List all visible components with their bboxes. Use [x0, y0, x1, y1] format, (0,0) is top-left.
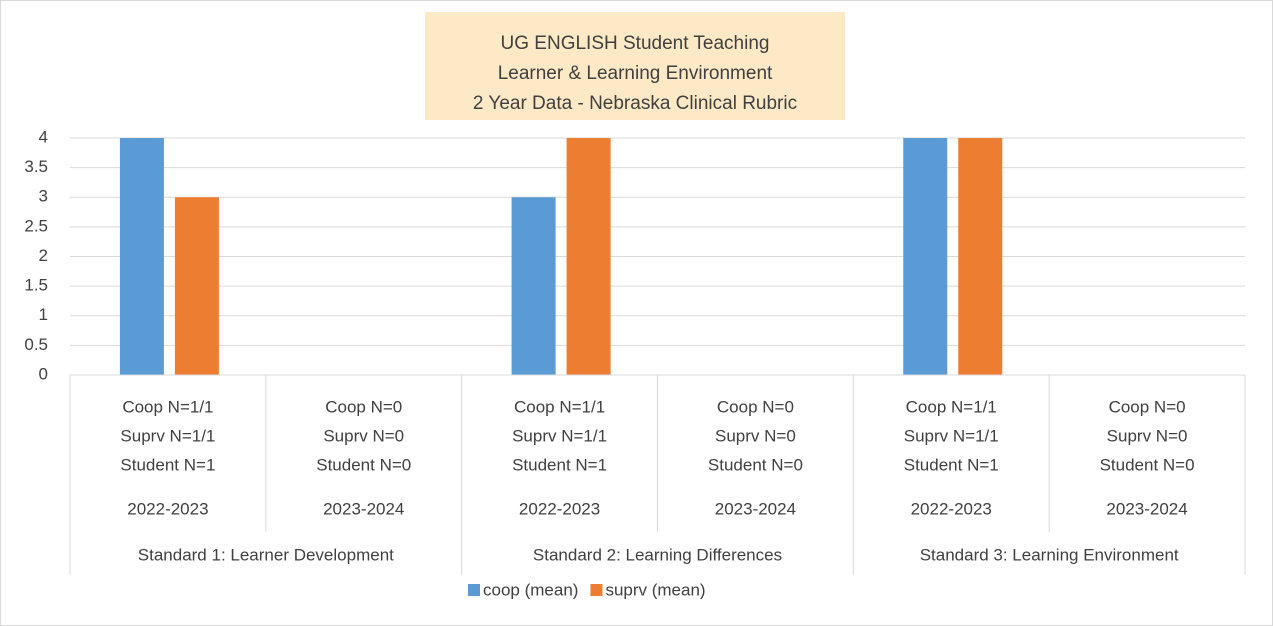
y-tick-label: 2	[39, 246, 48, 265]
bar	[511, 197, 556, 375]
x-tick-label: Suprv N=1/1	[904, 426, 999, 445]
x-year-label: 2022-2023	[519, 499, 600, 518]
x-tick-label: Coop N=1/1	[906, 397, 997, 416]
x-tick-label: Suprv N=0	[1107, 426, 1188, 445]
x-tick-label: Student N=0	[316, 455, 411, 474]
x-tick-label: Coop N=0	[1109, 397, 1186, 416]
chart-title: Learner & Learning Environment	[498, 63, 773, 84]
y-tick-label: 3.5	[24, 157, 48, 176]
x-year-label: 2023-2024	[1106, 499, 1187, 518]
x-tick-label: Suprv N=0	[715, 426, 796, 445]
x-tick-label: Student N=1	[120, 455, 215, 474]
bar	[903, 138, 948, 375]
legend-swatch	[468, 584, 480, 596]
bar	[566, 138, 611, 375]
x-tick-label: Suprv N=1/1	[512, 426, 607, 445]
x-tick-label: Suprv N=1/1	[120, 426, 215, 445]
x-group-label: Standard 1: Learner Development	[138, 545, 394, 564]
y-tick-label: 3	[39, 187, 48, 206]
y-tick-label: 1.5	[24, 276, 48, 295]
x-group-label: Standard 3: Learning Environment	[920, 545, 1179, 564]
y-tick-label: 2.5	[24, 216, 48, 235]
x-tick-label: Student N=1	[512, 455, 607, 474]
y-tick-label: 0	[39, 364, 48, 383]
x-group-label: Standard 2: Learning Differences	[533, 545, 782, 564]
x-tick-label: Coop N=1/1	[514, 397, 605, 416]
legend-label: suprv (mean)	[605, 580, 705, 599]
x-tick-label: Coop N=1/1	[122, 397, 213, 416]
y-tick-label: 0.5	[24, 335, 48, 354]
x-tick-label: Coop N=0	[325, 397, 402, 416]
x-tick-label: Suprv N=0	[323, 426, 404, 445]
chart-title: UG ENGLISH Student Teaching	[501, 33, 770, 54]
y-tick-label: 4	[39, 127, 48, 146]
bar	[174, 197, 219, 375]
legend-label: coop (mean)	[483, 580, 578, 599]
x-year-label: 2023-2024	[323, 499, 404, 518]
x-tick-label: Student N=1	[904, 455, 999, 474]
x-year-label: 2022-2023	[127, 499, 208, 518]
x-year-label: 2023-2024	[715, 499, 796, 518]
bar	[958, 138, 1003, 375]
title-box	[425, 12, 845, 120]
legend-swatch	[590, 584, 603, 596]
x-tick-label: Student N=0	[1100, 455, 1195, 474]
y-tick-label: 1	[39, 305, 48, 324]
x-year-label: 2022-2023	[911, 499, 992, 518]
x-tick-label: Coop N=0	[717, 397, 794, 416]
chart-title: 2 Year Data - Nebraska Clinical Rubric	[473, 93, 797, 114]
x-tick-label: Student N=0	[708, 455, 803, 474]
bar	[119, 138, 164, 375]
